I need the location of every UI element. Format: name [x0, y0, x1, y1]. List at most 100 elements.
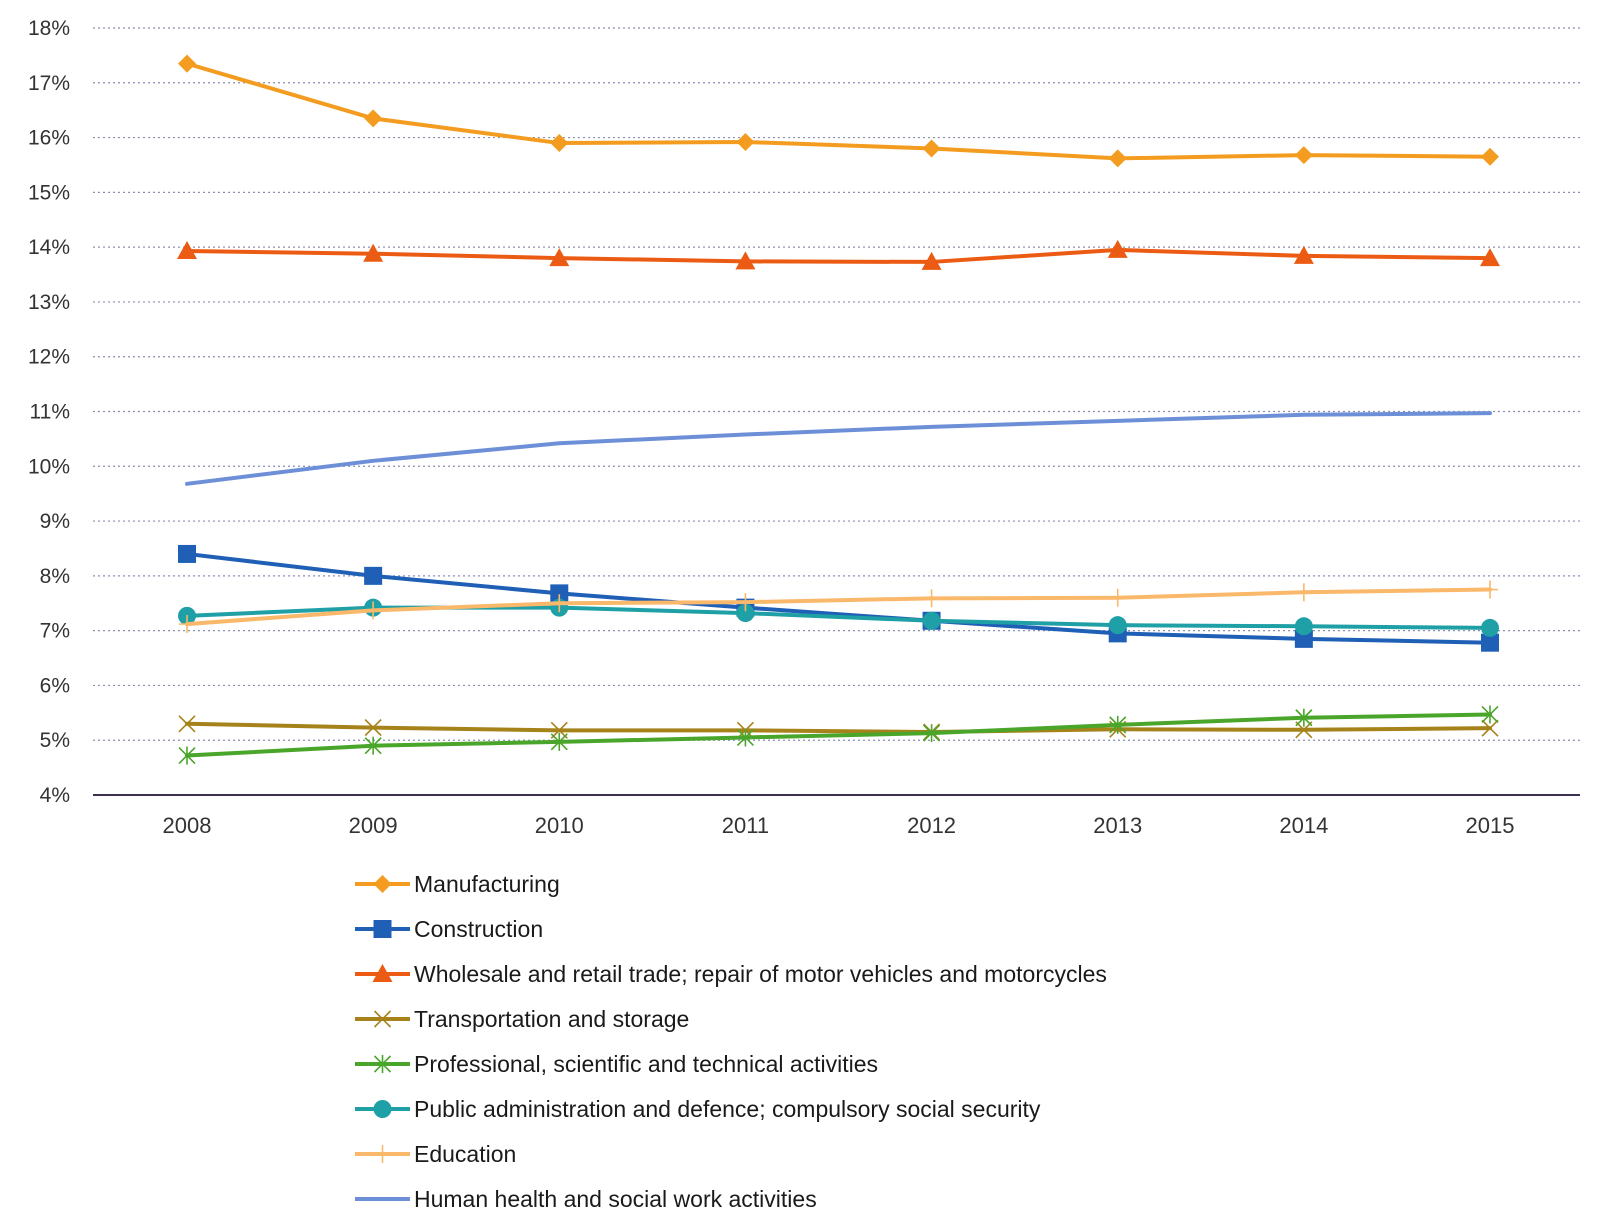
data-point	[1109, 715, 1127, 734]
data-point	[549, 248, 570, 267]
legend-item: Construction	[355, 916, 543, 942]
series-4	[178, 715, 1499, 741]
legend-label: Construction	[414, 916, 543, 942]
x-tick-label: 2013	[1093, 813, 1142, 838]
data-point	[1294, 146, 1313, 165]
y-tick-label: 14%	[28, 236, 70, 259]
series-3	[177, 239, 1500, 270]
legend-label: Professional, scientific and technical a…	[414, 1051, 878, 1077]
data-point	[550, 732, 568, 751]
data-point	[737, 593, 754, 612]
legend-item: Human health and social work activities	[355, 1186, 817, 1212]
series-8	[185, 411, 1492, 486]
legend-label: Human health and social work activities	[414, 1186, 817, 1212]
legend-item: Professional, scientific and technical a…	[355, 1051, 878, 1077]
series-line	[185, 61, 1492, 161]
data-point	[1481, 147, 1499, 166]
data-point	[1293, 245, 1314, 264]
data-point	[1295, 708, 1313, 727]
legend-marker	[374, 1145, 391, 1163]
data-point	[1295, 721, 1313, 739]
legend-label: Education	[414, 1141, 516, 1167]
series-line	[185, 411, 1492, 486]
data-point	[364, 719, 382, 737]
data-point	[1481, 633, 1499, 652]
series-1	[178, 54, 1499, 168]
data-point	[735, 251, 756, 270]
data-point	[177, 240, 197, 259]
data-point	[1294, 629, 1313, 648]
data-point	[178, 746, 196, 765]
y-tick-label: 7%	[40, 620, 70, 643]
y-tick-label: 17%	[28, 72, 70, 95]
y-tick-label: 16%	[28, 127, 70, 150]
y-tick-label: 12%	[28, 346, 70, 369]
y-tick-label: 9%	[40, 510, 70, 533]
data-point	[736, 604, 755, 623]
legend-label: Manufacturing	[414, 871, 560, 897]
data-point	[922, 139, 941, 158]
x-tick-label: 2008	[163, 813, 212, 838]
data-point	[1108, 149, 1127, 168]
legend-marker	[372, 964, 393, 982]
data-point	[1481, 618, 1499, 637]
data-point	[363, 243, 384, 262]
x-tick-label: 2010	[535, 813, 584, 838]
y-tick-label: 8%	[40, 565, 70, 588]
data-point	[923, 589, 940, 608]
y-tick-label: 5%	[40, 729, 70, 752]
x-tick-label: 2011	[722, 813, 769, 838]
x-tick-label: 2012	[907, 813, 956, 838]
gridlines	[93, 27, 1580, 741]
data-point	[1109, 588, 1126, 607]
data-point	[550, 134, 569, 153]
legend-item: Manufacturing	[355, 871, 560, 897]
legend-marker	[373, 1055, 392, 1073]
legend: Manufacturing Construction Wholesale and r…	[355, 871, 1107, 1212]
legend-label: Public administration and defence; compu…	[414, 1096, 1041, 1122]
y-tick-label: 15%	[28, 181, 70, 204]
data-point	[1295, 583, 1312, 602]
legend-label: Transportation and storage	[414, 1006, 689, 1032]
legend-marker	[373, 1100, 392, 1118]
y-tick-label: 11%	[30, 401, 70, 424]
data-point	[178, 715, 196, 733]
data-point	[179, 615, 195, 634]
series-line	[185, 587, 1492, 627]
series-line	[185, 247, 1492, 264]
x-tick-label: 2014	[1279, 813, 1328, 838]
legend-item: Transportation and storage	[355, 1006, 689, 1032]
y-tick-label: 18%	[28, 17, 70, 40]
data-point	[923, 724, 941, 743]
data-point	[364, 109, 383, 128]
data-point	[736, 132, 755, 151]
y-tick-label: 6%	[40, 674, 70, 697]
data-point	[1294, 617, 1313, 636]
data-point	[365, 601, 382, 620]
series-line	[185, 721, 1492, 734]
x-tick-label: 2009	[349, 813, 398, 838]
data-point	[364, 736, 382, 755]
data-point	[550, 584, 569, 603]
data-point	[551, 594, 568, 613]
y-tick-label: 4%	[40, 784, 70, 807]
axes: 4% 5% 6% 7% 8% 9% 10% 11% 12% 13% 14% 15% 16% 17% 18% 2…	[28, 17, 1580, 838]
series-line	[185, 712, 1492, 758]
series-5	[178, 705, 1499, 765]
legend-label: Wholesale and retail trade; repair of mo…	[414, 961, 1107, 987]
series-7	[179, 580, 1498, 634]
data-point	[1480, 248, 1500, 267]
legend-item: Wholesale and retail trade; repair of mo…	[355, 961, 1107, 987]
legend-item: Education	[355, 1141, 516, 1167]
data-point	[736, 728, 754, 747]
legend-marker	[373, 920, 392, 938]
legend-marker	[373, 875, 392, 893]
data-point	[1108, 616, 1127, 635]
y-tick-label: 10%	[28, 455, 70, 478]
data-point	[178, 54, 196, 73]
data-point	[1482, 580, 1498, 599]
data-point	[364, 566, 383, 585]
legend-marker	[373, 1010, 392, 1028]
data-point	[1481, 705, 1499, 724]
